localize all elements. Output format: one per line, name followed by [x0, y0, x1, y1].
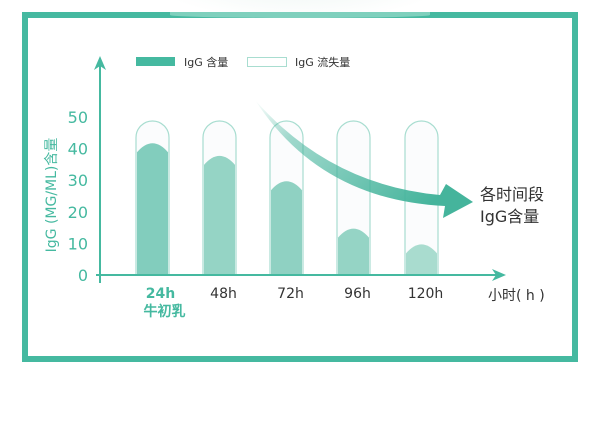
legend-swatch-content	[136, 57, 175, 66]
x-tick-label: 48h	[210, 286, 237, 302]
y-tick-label: 50	[68, 108, 88, 127]
y-axis	[94, 56, 106, 283]
bar-content	[204, 155, 235, 275]
legend-label-content: IgG 含量	[184, 55, 228, 69]
y-tick-label: 30	[68, 171, 88, 190]
x-axis-label: 小时( h )	[488, 288, 545, 304]
y-tick-label: 20	[68, 203, 88, 222]
x-tick-sublabel: 牛初乳	[144, 303, 186, 320]
x-axis-arrow-icon	[492, 269, 506, 281]
frame-accent	[170, 12, 430, 18]
y-tick-label: 0	[78, 266, 88, 285]
y-axis-label: IgG (MG/ML)含量	[44, 138, 60, 253]
bar-content	[271, 181, 302, 275]
legend-swatch-loss	[247, 57, 287, 67]
annotation-line-2: IgG含量	[480, 207, 539, 226]
x-tick-label: 96h	[344, 286, 371, 302]
bar-content	[137, 143, 168, 275]
y-tick-label: 10	[68, 234, 88, 253]
legend: IgG 含量 IgG 流失量	[136, 55, 350, 69]
y-tick-label: 40	[68, 140, 88, 159]
bar-content	[338, 228, 369, 275]
annotation-line-1: 各时间段	[480, 185, 544, 204]
legend-label-loss: IgG 流失量	[295, 55, 350, 69]
x-tick-label: 24h	[146, 286, 175, 302]
x-tick-label: 120h	[408, 286, 444, 302]
x-axis	[96, 269, 506, 281]
x-tick-label: 72h	[277, 286, 304, 302]
trend-arrow	[255, 100, 473, 218]
bar-content	[406, 244, 437, 275]
y-axis-arrow-icon	[94, 56, 106, 70]
